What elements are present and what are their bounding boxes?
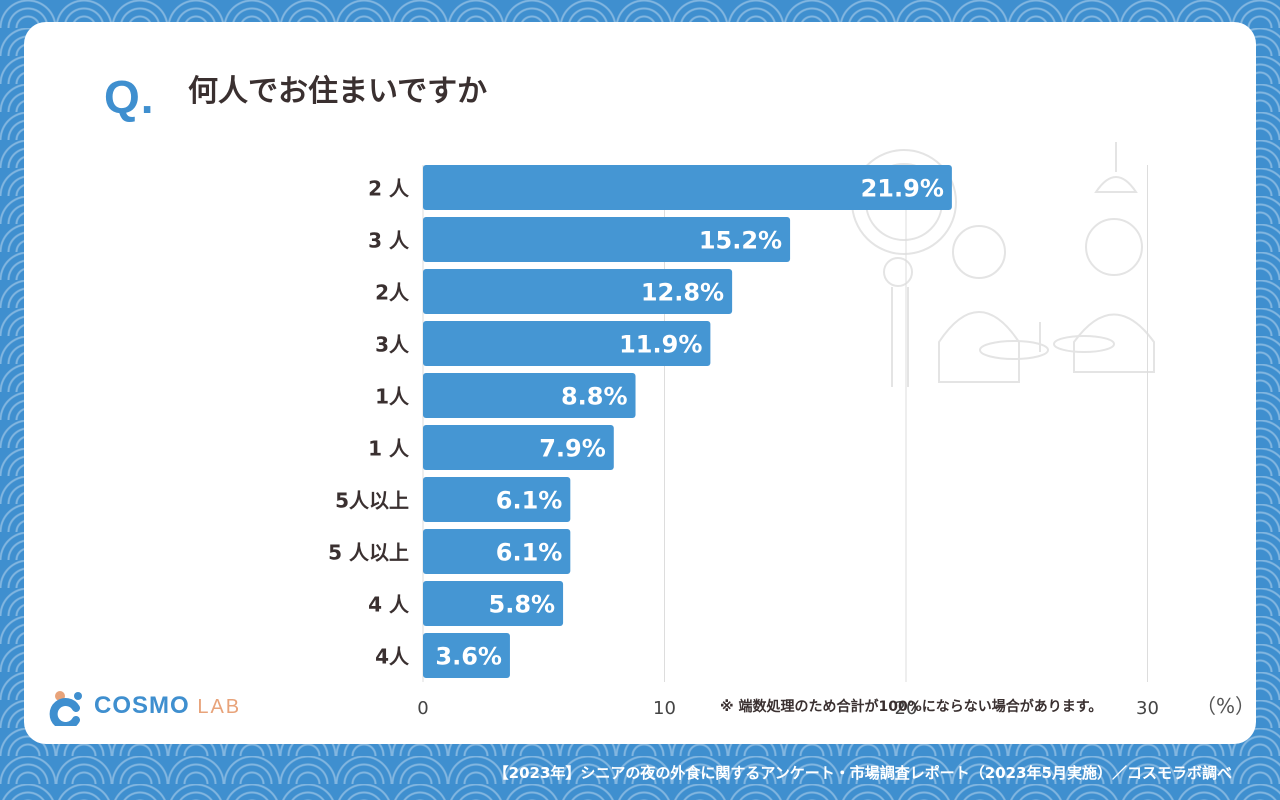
x-tick-label: 20 <box>895 698 918 719</box>
main-card: Q. 何人でお住まいですか 21.9% 15.2% 12.8% 11.9% 8.8% 7.… <box>24 22 1256 744</box>
diners-illustration <box>851 142 1155 387</box>
bar-value-label: 3.6% <box>435 643 502 671</box>
unit-label: （%） <box>1196 694 1256 718</box>
bar <box>423 373 636 418</box>
bar-chart: 21.9% 15.2% 12.8% 11.9% 8.8% 7.9% 6.1% 6.1% 5.8%… <box>328 142 1159 720</box>
x-axis: 0 10 20 30 2 人 3 人 2人 3人 1人 1 人 5人以上 5 人以上 4 人 4人 <box>328 177 1159 720</box>
bar <box>423 425 614 470</box>
cosmo-lab-logo: COSMO LAB <box>48 686 241 730</box>
bar-value-label: 6.1% <box>496 539 563 567</box>
category-label: 5 人以上 <box>328 541 409 565</box>
category-label: 5人以上 <box>335 489 409 513</box>
bar-value-label: 11.9% <box>619 331 702 359</box>
logo-main-text: COSMO <box>94 692 190 719</box>
bars: 21.9% 15.2% 12.8% 11.9% 8.8% 7.9% 6.1% 6.1% 5.8%… <box>423 165 952 678</box>
category-label: 3 人 <box>368 229 410 253</box>
logo-icon <box>48 686 88 730</box>
question-mark: Q. <box>104 71 155 123</box>
category-label: 2人 <box>375 281 410 305</box>
bar <box>423 165 952 210</box>
bar <box>423 269 733 314</box>
logo-text: COSMO LAB <box>94 692 241 720</box>
category-label: 4 人 <box>368 593 410 617</box>
category-label: 4人 <box>375 645 410 669</box>
category-label: 2 人 <box>368 177 410 201</box>
x-tick-label: 0 <box>417 698 428 719</box>
bar-value-label: 8.8% <box>561 383 628 411</box>
footer-source: 【2023年】シニアの夜の外食に関するアンケート・市場調査レポート（2023年5… <box>493 764 1232 782</box>
category-label: 3人 <box>375 333 410 357</box>
bar-value-label: 7.9% <box>539 435 606 463</box>
bar <box>423 217 791 262</box>
bar-value-label: 5.8% <box>489 591 556 619</box>
category-label: 1 人 <box>368 437 410 461</box>
bar <box>423 633 510 678</box>
bar <box>423 321 711 366</box>
category-label: 1人 <box>375 385 410 409</box>
bar-value-label: 15.2% <box>699 227 782 255</box>
bar <box>423 529 571 574</box>
page-title: 何人でお住まいですか <box>188 74 488 109</box>
bar-value-label: 6.1% <box>496 487 563 515</box>
x-tick-label: 10 <box>653 698 676 719</box>
bar-value-label: 21.9% <box>861 175 944 203</box>
rounding-note: ※ 端数処理のため合計が100%にならない場合があります。 <box>720 699 1103 715</box>
logo-sub-text: LAB <box>197 696 242 718</box>
bar <box>423 477 571 522</box>
bar-value-label: 12.8% <box>641 279 724 307</box>
x-tick-label: 30 <box>1136 698 1159 719</box>
bar <box>423 581 564 626</box>
